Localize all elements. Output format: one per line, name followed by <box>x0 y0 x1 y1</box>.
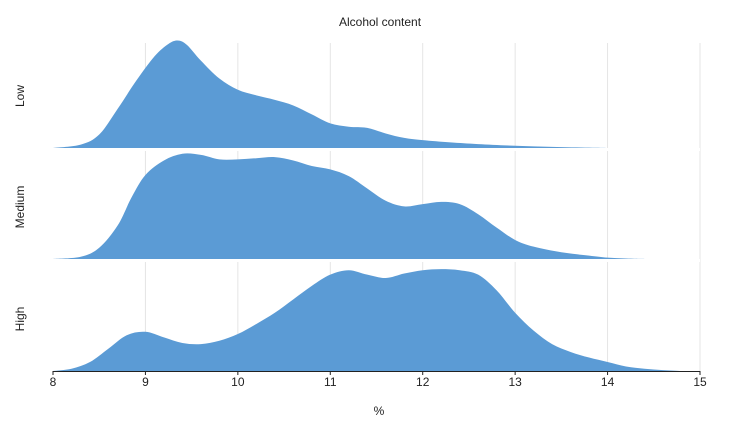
x-tick-label-9: 9 <box>142 375 149 389</box>
ridge-layer <box>53 40 700 371</box>
x-tick-label-15: 15 <box>693 375 707 389</box>
row-label-low: Low <box>13 85 27 107</box>
x-tick-label-8: 8 <box>50 375 57 389</box>
ridge-high <box>53 269 682 371</box>
ridge-low <box>53 40 608 148</box>
x-tick-label-12: 12 <box>416 375 430 389</box>
x-axis: 8 9 10 11 12 13 14 15 <box>50 371 707 389</box>
x-axis-label: % <box>374 404 385 418</box>
x-tick-label-11: 11 <box>324 375 337 389</box>
x-tick-label-14: 14 <box>601 375 615 389</box>
ridge-medium <box>53 153 645 259</box>
chart-title: Alcohol content <box>339 15 422 29</box>
row-label-medium: Medium <box>13 186 27 229</box>
row-label-layer: Low Medium High <box>13 85 27 332</box>
row-label-high: High <box>13 307 27 332</box>
x-tick-label-10: 10 <box>231 375 245 389</box>
x-tick-label-13: 13 <box>508 375 522 389</box>
